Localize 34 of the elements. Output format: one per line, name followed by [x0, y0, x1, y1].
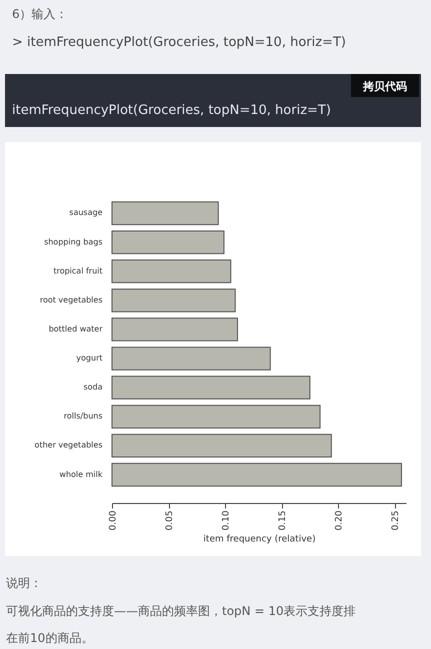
text: 6）输入： [12, 7, 68, 21]
text: 在前10的商品。 [6, 631, 94, 645]
bar [112, 230, 224, 254]
y-tick-label: other vegetables [34, 440, 102, 450]
y-tick-label: shopping bags [44, 237, 102, 246]
x-tick-label: 0.15 [278, 510, 288, 531]
y-tick-label: tropical fruit [53, 266, 102, 276]
x-tick-label: 0.20 [334, 510, 345, 531]
y-tick-label: yogurt [76, 354, 102, 363]
text: 可视化商品的支持度——商品的频率图，topN = 10表示支持度排 [6, 604, 356, 618]
bar [112, 260, 232, 284]
y-tick-label: root vegetables [40, 295, 102, 304]
bar [112, 318, 238, 342]
bar [112, 434, 332, 458]
y-tick-label: sausage [69, 208, 103, 218]
bar [112, 201, 219, 226]
bar [112, 462, 402, 487]
y-tick-label: bottled water [48, 324, 104, 334]
text: 拷贝代码 [362, 80, 407, 93]
y-tick-label: whole milk [59, 470, 103, 479]
y-tick-label: rolls/buns [64, 412, 102, 421]
text: 说明： [6, 576, 42, 590]
x-tick-label: 0.00 [108, 510, 118, 531]
bar [112, 404, 321, 428]
x-axis-title: item frequency (relative) [203, 534, 316, 545]
x-tick-label: 0.10 [222, 510, 232, 531]
text: > itemFrequencyPlot(Groceries, topN=10, horiz=T) [12, 35, 346, 50]
bar [112, 346, 271, 370]
text: itemFrequencyPlot(Groceries, topN=10, horiz=T) [12, 103, 331, 118]
x-tick-label: 0.25 [391, 510, 402, 531]
y-tick-label: soda [83, 382, 103, 392]
bar [112, 376, 310, 400]
bar [112, 288, 236, 312]
x-tick-label: 0.05 [165, 510, 176, 531]
